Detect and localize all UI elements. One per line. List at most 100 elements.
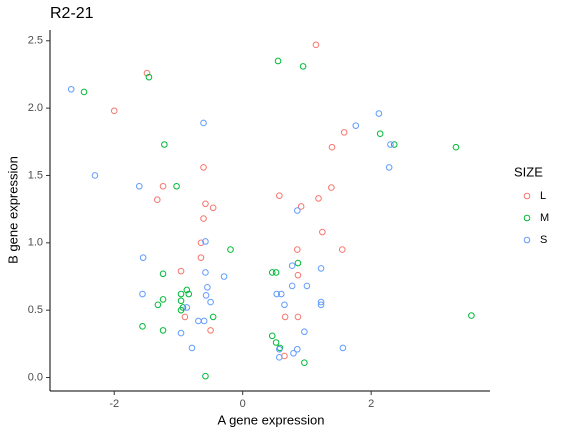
point [340, 129, 348, 136]
point [110, 107, 118, 115]
point [281, 313, 289, 321]
point [143, 69, 151, 77]
point [293, 246, 301, 253]
point [303, 282, 311, 290]
point [177, 329, 185, 337]
point [293, 345, 301, 353]
point [294, 271, 302, 279]
x-tick-label: 2 [368, 398, 374, 410]
point [294, 259, 302, 267]
point [195, 317, 202, 325]
point [317, 301, 325, 309]
point [135, 182, 143, 190]
point [301, 328, 308, 336]
y-tick-label: 0.0 [28, 371, 43, 383]
point [268, 332, 276, 340]
point [352, 122, 360, 129]
point [328, 143, 336, 151]
point [200, 215, 207, 222]
point [468, 312, 475, 319]
point [339, 344, 347, 352]
x-tick-label: -2 [109, 398, 119, 410]
point [317, 265, 325, 272]
point [197, 239, 205, 247]
point [276, 192, 283, 199]
point [376, 130, 384, 138]
point [161, 141, 168, 148]
point [139, 323, 146, 330]
point [297, 203, 305, 210]
point [312, 41, 320, 49]
point [200, 164, 207, 171]
point [276, 345, 283, 353]
y-tick-label: 2.5 [28, 35, 43, 47]
point [387, 141, 394, 148]
point [452, 143, 460, 151]
legend-label: M [540, 212, 549, 224]
point [277, 290, 285, 298]
point [202, 200, 209, 208]
point [67, 85, 75, 93]
point [293, 207, 301, 214]
point [290, 349, 297, 357]
point [319, 228, 326, 236]
point [91, 172, 99, 179]
point [274, 57, 282, 65]
legend-label: S [540, 234, 547, 246]
legend-key [523, 236, 531, 244]
point [159, 327, 167, 334]
legend-key [523, 192, 531, 200]
point [268, 269, 276, 276]
point [385, 164, 393, 171]
point [209, 204, 217, 212]
point [328, 184, 335, 191]
point [207, 298, 214, 306]
point [139, 290, 146, 298]
y-tick-label: 1.5 [28, 169, 43, 181]
point [200, 119, 207, 127]
point [177, 297, 185, 305]
legend-label: L [540, 190, 546, 202]
y-tick-label: 1.0 [28, 237, 43, 249]
point [273, 290, 281, 298]
point [139, 254, 147, 261]
point [202, 269, 209, 276]
y-tick-label: 2.0 [28, 102, 43, 114]
point [294, 313, 302, 321]
point [159, 296, 167, 303]
point [207, 327, 214, 334]
point [183, 286, 191, 294]
point [80, 88, 88, 96]
point [288, 282, 296, 290]
point [390, 141, 398, 148]
point [159, 270, 167, 278]
point [197, 254, 205, 261]
point [317, 298, 325, 306]
point [200, 317, 208, 325]
x-tick-label: 0 [240, 398, 246, 410]
point [154, 301, 162, 309]
legend-key [523, 214, 531, 222]
point [188, 344, 196, 352]
point [272, 269, 280, 276]
point [177, 306, 185, 314]
point [276, 354, 283, 361]
chart-title: R2-21 [50, 5, 94, 22]
y-tick-label: 0.5 [28, 304, 43, 316]
point [301, 359, 308, 367]
point [153, 196, 161, 204]
point [209, 313, 217, 321]
point [202, 292, 210, 299]
point [183, 304, 191, 311]
legend-title: SIZE [514, 164, 543, 179]
y-axis-label: B gene expression [5, 156, 20, 264]
x-axis-label: A gene expression [218, 412, 325, 427]
point [315, 195, 322, 202]
point [288, 262, 296, 270]
point [177, 290, 185, 298]
point [204, 283, 211, 291]
point [202, 238, 209, 245]
point [272, 339, 280, 346]
point [177, 267, 185, 275]
